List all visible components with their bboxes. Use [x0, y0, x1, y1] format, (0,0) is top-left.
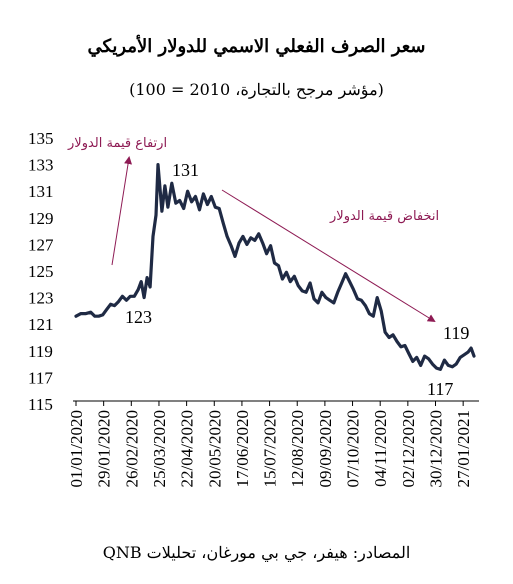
series-line — [74, 163, 476, 371]
y-tick-label: 121 — [28, 315, 54, 334]
y-tick-label: 131 — [28, 182, 54, 201]
y-tick-label: 135 — [28, 129, 54, 148]
x-tick-label: 01/01/2020 — [67, 410, 86, 487]
source-note: المصادر: هيفر، جي بي مورغان، تحليلات QNB — [102, 543, 411, 562]
x-tick-label: 25/03/2020 — [150, 410, 169, 487]
x-tick-label: 20/05/2020 — [205, 410, 224, 487]
x-tick-label: 26/02/2020 — [122, 410, 141, 487]
y-tick-label: 125 — [28, 262, 54, 281]
x-tick-label: 04/11/2020 — [371, 410, 390, 487]
x-tick-label: 27/01/2021 — [454, 410, 473, 487]
x-tick-label: 02/12/2020 — [399, 410, 418, 487]
annotation-peak: 131 — [172, 160, 199, 180]
y-tick-label: 117 — [28, 368, 53, 387]
y-tick-label: 129 — [28, 209, 54, 228]
x-tick-label: 17/06/2020 — [233, 410, 252, 487]
y-tick-label: 123 — [28, 289, 54, 308]
y-tick-label: 119 — [28, 342, 53, 361]
x-axis-ticks: 01/01/2020 29/01/2020 26/02/2020 25/03/2020… — [67, 401, 473, 487]
x-tick-label: 15/07/2020 — [261, 410, 280, 487]
chart-title: سعر الصرف الفعلي الاسمي للدولار الأمريكي — [87, 36, 426, 57]
annotation-end-lower: 117 — [427, 379, 453, 399]
rise-arrow — [111, 156, 133, 266]
y-axis-ticks: 115 117 119 121 123 125 127 129 131 133 135 — [28, 129, 54, 414]
y-tick-label: 115 — [28, 395, 53, 414]
fall-label: انخفاض قيمة الدولار — [329, 209, 439, 224]
x-tick-label: 29/01/2020 — [95, 410, 114, 487]
annotation-low-start: 123 — [125, 307, 152, 327]
x-tick-label: 22/04/2020 — [178, 410, 197, 487]
x-tick-label: 07/10/2020 — [344, 410, 363, 487]
chart-subtitle: (مؤشر مرجح بالتجارة، 2010 = 100) — [129, 80, 384, 99]
fall-arrow — [221, 189, 436, 323]
y-tick-label: 133 — [28, 156, 54, 175]
annotation-end-upper: 119 — [443, 323, 469, 343]
x-tick-label: 30/12/2020 — [427, 410, 446, 487]
x-tick-label: 12/08/2020 — [288, 410, 307, 487]
y-tick-label: 127 — [28, 235, 54, 254]
rise-label: ارتفاع قيمة الدولار — [67, 136, 167, 151]
x-tick-label: 09/09/2020 — [316, 410, 335, 487]
